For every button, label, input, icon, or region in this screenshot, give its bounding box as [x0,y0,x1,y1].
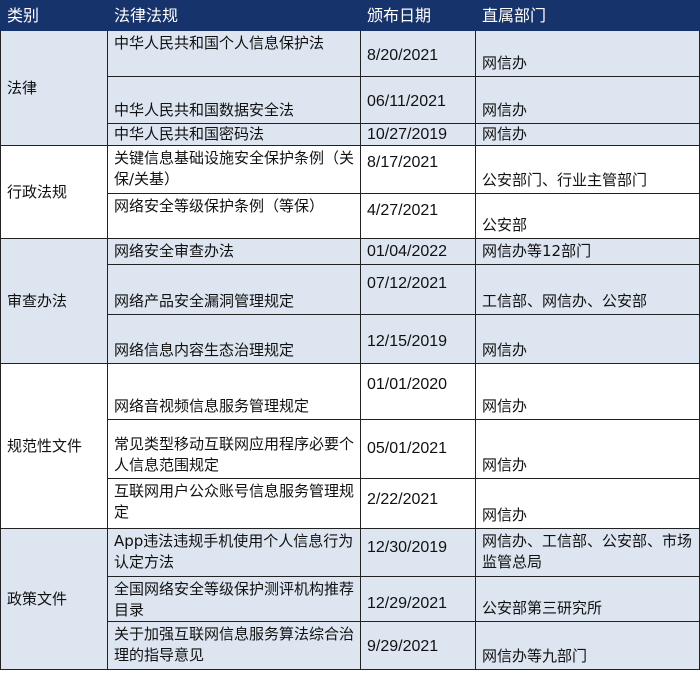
department-cell: 网信办 [475,123,700,146]
table-row: 全国网络安全等级保护测评机构推荐目录 12/29/2021 公安部第三研究所 [1,576,700,622]
table-row: 规范性文件 网络音视频信息服务管理规定 01/01/2020 网信办 [0,363,700,529]
department-cell: 网信办、工信部、公安部、市场监管总局 [475,528,700,577]
table-row: 网络安全等级保护条例（等保） 4/27/2021 公安部 [1,193,700,239]
date-cell: 8/20/2021 [360,30,476,77]
law-name-cell: App违法违规手机使用个人信息行为认定方法 [107,528,361,577]
law-name-cell: 中华人民共和国密码法 [107,123,361,146]
table-row: 中华人民共和国密码法 10/27/2019 网信办 [1,123,700,146]
date-cell: 01/04/2022 [360,238,476,265]
law-name-cell: 网络安全等级保护条例（等保） [107,193,361,239]
table-row: 中华人民共和国数据安全法 06/11/2021 网信办 [1,76,700,124]
department-cell: 网信办 [475,314,700,364]
department-cell: 网信办 [475,478,700,529]
law-name-cell: 网络信息内容生态治理规定 [107,314,361,364]
department-cell: 网信办 [475,363,700,420]
table-body: 法律 中华人民共和国个人信息保护法 8/20/2021 网信办 中华人民共和国数据安全法… [0,30,700,670]
table-row: 关于加强互联网信息服务算法综合治理的指导意见 9/29/2021 网信办等九部门 [1,621,700,670]
header-date: 颁布日期 [360,0,476,31]
date-cell: 12/29/2021 [360,576,476,622]
law-name-cell: 网络产品安全漏洞管理规定 [107,264,361,315]
table-row: 法律 中华人民共和国个人信息保护法 8/20/2021 网信办 [0,30,700,146]
header-category: 类别 [0,0,108,31]
header-row: 类别 法律法规 颁布日期 直属部门 [0,0,700,31]
date-cell: 2/22/2021 [360,478,476,529]
department-cell: 网信办等九部门 [475,621,700,670]
date-cell: 01/01/2020 [360,363,476,420]
header-department: 直属部门 [475,0,700,31]
department-cell: 网信办等12部门 [475,238,700,265]
category-cell: 审查办法 [0,238,108,364]
date-cell: 12/15/2019 [360,314,476,364]
law-name-cell: 中华人民共和国个人信息保护法 [107,30,361,77]
department-cell: 公安部门、行业主管部门 [475,145,700,194]
department-cell: 工信部、网信办、公安部 [475,264,700,315]
law-name-cell: 互联网用户公众账号信息服务管理规定 [107,478,361,529]
category-cell: 规范性文件 [0,363,108,529]
table-row: 政策文件 App违法违规手机使用个人信息行为认定方法 12/30/2019 网信办、工… [0,528,700,670]
law-name-cell: 网络音视频信息服务管理规定 [107,363,361,420]
department-cell: 公安部第三研究所 [475,576,700,622]
category-cell: 行政法规 [0,145,108,239]
date-cell: 9/29/2021 [360,621,476,670]
law-name-cell: 关键信息基础设施安全保护条例（关保/关基） [107,145,361,194]
table-row: 互联网用户公众账号信息服务管理规定 2/22/2021 网信办 [1,478,700,529]
table-row: 审查办法 网络安全审查办法 01/04/2022 网信办等12部门 [0,238,700,364]
table-row: 常见类型移动互联网应用程序必要个人信息范围规定 05/01/2021 网信办 [1,419,700,479]
law-name-cell: 全国网络安全等级保护测评机构推荐目录 [107,576,361,622]
date-cell: 07/12/2021 [360,264,476,315]
date-cell: 12/30/2019 [360,528,476,577]
law-name-cell: 关于加强互联网信息服务算法综合治理的指导意见 [107,621,361,670]
law-name-cell: 网络安全审查办法 [107,238,361,265]
category-cell: 政策文件 [0,528,108,670]
department-cell: 公安部 [475,193,700,239]
date-cell: 06/11/2021 [360,76,476,124]
date-cell: 10/27/2019 [360,123,476,146]
date-cell: 4/27/2021 [360,193,476,239]
department-cell: 网信办 [475,30,700,77]
date-cell: 8/17/2021 [360,145,476,194]
department-cell: 网信办 [475,419,700,479]
department-cell: 网信办 [475,76,700,124]
category-cell: 法律 [0,30,108,146]
law-name-cell: 常见类型移动互联网应用程序必要个人信息范围规定 [107,419,361,479]
date-cell: 05/01/2021 [360,419,476,479]
table-row: 网络信息内容生态治理规定 12/15/2019 网信办 [1,314,700,364]
table-row: 行政法规 关键信息基础设施安全保护条例（关保/关基） 8/17/2021 公安部门、行… [0,145,700,239]
law-name-cell: 中华人民共和国数据安全法 [107,76,361,124]
header-law: 法律法规 [107,0,361,31]
